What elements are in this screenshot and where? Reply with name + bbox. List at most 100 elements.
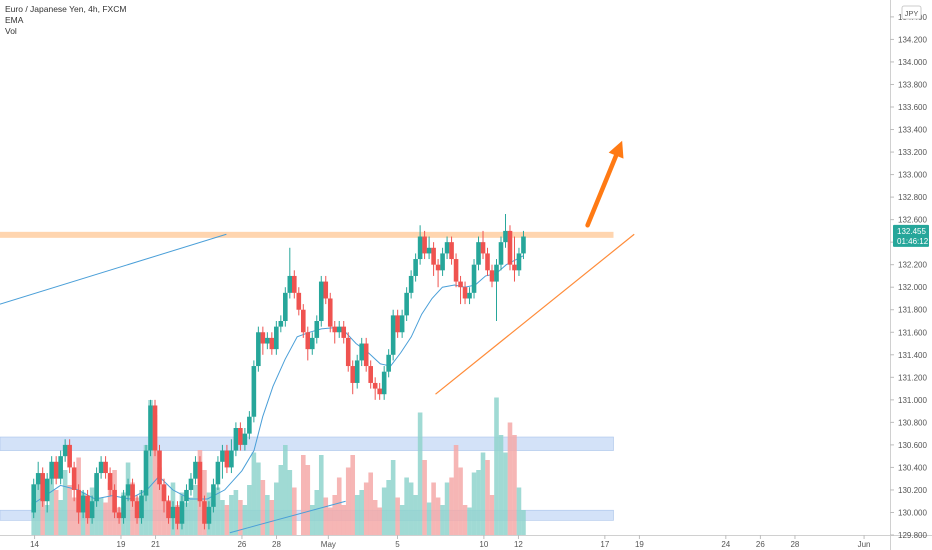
candle-body — [422, 236, 427, 254]
candle-body — [130, 484, 135, 502]
channel-line — [0, 233, 227, 305]
candle — [498, 236, 504, 271]
volume-bar — [341, 505, 347, 535]
target-arrow-head — [608, 140, 624, 159]
volume-bar — [224, 505, 230, 535]
candle-body — [413, 259, 418, 276]
candle — [40, 467, 45, 507]
candle-body — [476, 242, 481, 265]
resistance-zone — [0, 231, 614, 238]
candle — [399, 309, 405, 338]
time-tick-label: 12 — [514, 540, 523, 549]
candle-body — [462, 287, 468, 299]
price-axis[interactable]: 129.800 130.000 130.200 130.400 130.600 130.8… — [890, 13, 927, 540]
price-tick-label: 130.400 — [898, 463, 927, 472]
candle — [53, 456, 59, 485]
candle — [229, 439, 234, 474]
time-tick-label: 14 — [30, 540, 39, 549]
candlestick-series — [31, 214, 526, 530]
candle-body — [435, 264, 441, 271]
price-tick-label: 131.600 — [898, 328, 927, 337]
candle — [80, 489, 86, 519]
candle-body — [426, 247, 432, 254]
candle — [368, 360, 373, 389]
candle-body — [372, 382, 378, 389]
candle-body — [193, 461, 198, 479]
candle — [112, 484, 117, 519]
volume-bar — [516, 487, 522, 535]
candle — [76, 484, 81, 524]
volume-bar — [399, 505, 405, 535]
candle-body — [251, 366, 257, 417]
volume-bar — [49, 477, 54, 535]
volume-bar — [188, 497, 194, 535]
candle-body — [71, 467, 77, 490]
volume-bar — [283, 445, 288, 535]
candle-body — [94, 473, 99, 502]
candle-body — [368, 366, 373, 383]
volume-bar — [229, 495, 234, 535]
volume-bar — [350, 455, 356, 535]
price-tick-label: 130.800 — [898, 418, 927, 427]
candle — [134, 495, 140, 524]
candle-body — [35, 473, 41, 485]
bar-countdown: 01:46:12 — [897, 237, 929, 246]
price-tick-label: 133.200 — [898, 148, 927, 157]
candle-body — [417, 236, 423, 260]
volume-bar — [444, 482, 450, 535]
candle-body — [296, 292, 302, 310]
candle — [395, 309, 400, 338]
candle-body — [197, 461, 203, 502]
candle — [35, 461, 41, 490]
volume-bar — [453, 445, 459, 535]
volume-bar — [359, 490, 365, 535]
volume-bar — [58, 500, 63, 535]
candle-body — [166, 501, 171, 519]
chart-legend: Euro / Japanese Yen, 4h, FXCM EMA Vol — [5, 4, 126, 37]
candle — [458, 275, 463, 305]
candle-body — [274, 326, 279, 350]
candle — [332, 321, 338, 344]
time-tick-label: 10 — [479, 540, 488, 549]
price-tick-label: 132.800 — [898, 193, 927, 202]
candle-body — [247, 416, 252, 434]
candle-body — [229, 450, 234, 468]
candle-body — [399, 315, 405, 333]
volume-bar — [103, 502, 108, 535]
time-tick-label: 5 — [395, 540, 400, 549]
time-tick-label: 28 — [272, 540, 281, 549]
volume-bar — [377, 507, 382, 535]
candle — [431, 242, 436, 276]
price-tick-label: 133.600 — [898, 103, 927, 112]
candle — [336, 321, 342, 338]
candle — [278, 315, 284, 333]
volume-bar — [440, 505, 445, 535]
volume-bar — [31, 502, 36, 535]
price-tick-label: 130.000 — [898, 508, 927, 517]
price-tick-label: 131.400 — [898, 351, 927, 360]
candle — [408, 270, 414, 299]
candle-body — [327, 298, 333, 327]
candle-body — [121, 495, 126, 519]
price-tick-label: 131.800 — [898, 306, 927, 315]
time-axis[interactable]: 14 19 21 26 28 May 5 10 12 17 19 24 26 28 Jun — [30, 535, 871, 549]
candle-body — [58, 456, 63, 479]
candle — [426, 236, 432, 260]
candle-body — [377, 388, 382, 395]
candle — [354, 354, 360, 389]
candle — [247, 411, 252, 440]
candle-body — [269, 337, 275, 350]
volume-bar — [233, 490, 239, 535]
candle-body — [134, 501, 140, 519]
volume-bar — [287, 470, 293, 535]
volume-bar — [494, 397, 499, 535]
volume-bar — [426, 502, 432, 535]
currency-badge[interactable]: JPY — [901, 5, 922, 20]
candle-body — [161, 484, 167, 502]
candle-body — [116, 512, 122, 519]
volume-bar — [476, 470, 481, 535]
candle-body — [292, 275, 297, 293]
candle — [507, 225, 513, 271]
